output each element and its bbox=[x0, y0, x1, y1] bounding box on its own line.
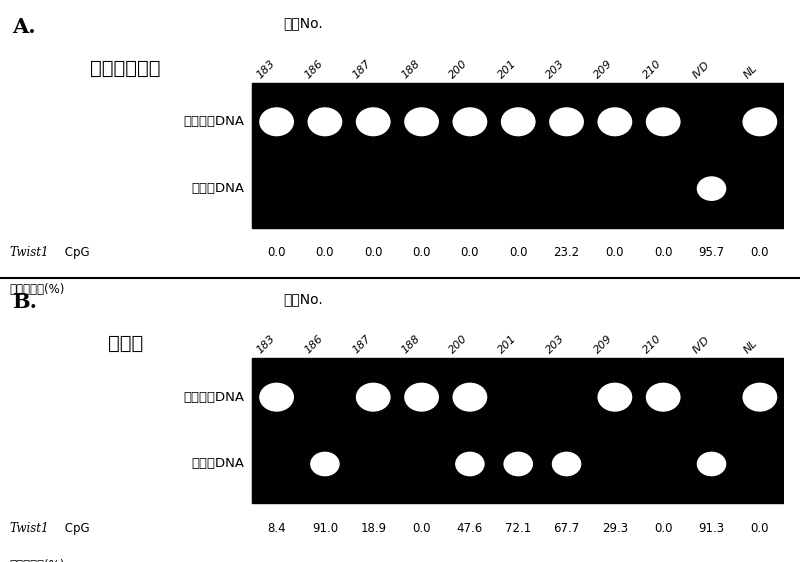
Text: 203: 203 bbox=[544, 58, 566, 80]
Text: A.: A. bbox=[12, 16, 35, 37]
Ellipse shape bbox=[404, 107, 439, 137]
Ellipse shape bbox=[598, 107, 632, 137]
Text: 23.2: 23.2 bbox=[554, 246, 580, 259]
Text: IVD: IVD bbox=[690, 334, 711, 355]
Ellipse shape bbox=[356, 383, 390, 412]
Ellipse shape bbox=[697, 176, 726, 201]
Text: 201: 201 bbox=[496, 58, 518, 80]
Text: 210: 210 bbox=[641, 333, 663, 355]
Text: 正常大肠粘膜: 正常大肠粘膜 bbox=[90, 59, 161, 78]
Text: 8.4: 8.4 bbox=[267, 522, 286, 534]
Ellipse shape bbox=[549, 107, 584, 137]
Text: 0.0: 0.0 bbox=[606, 246, 624, 259]
Text: 186: 186 bbox=[302, 58, 325, 80]
Text: 188: 188 bbox=[399, 58, 422, 80]
Text: 甲基化水平(%): 甲基化水平(%) bbox=[10, 283, 65, 296]
Ellipse shape bbox=[453, 107, 487, 137]
Ellipse shape bbox=[455, 452, 485, 477]
Text: 201: 201 bbox=[496, 333, 518, 355]
Text: 186: 186 bbox=[302, 333, 325, 355]
Text: 209: 209 bbox=[593, 58, 615, 80]
Ellipse shape bbox=[503, 452, 533, 477]
Ellipse shape bbox=[501, 107, 536, 137]
Ellipse shape bbox=[598, 383, 632, 412]
Text: 样品No.: 样品No. bbox=[283, 292, 323, 306]
Text: 大肠癌: 大肠癌 bbox=[108, 334, 143, 353]
Text: 91.0: 91.0 bbox=[312, 522, 338, 534]
Text: 0.0: 0.0 bbox=[461, 246, 479, 259]
Text: 209: 209 bbox=[593, 333, 615, 355]
Ellipse shape bbox=[259, 107, 294, 137]
Text: 95.7: 95.7 bbox=[698, 246, 725, 259]
Text: 甲基化水平(%): 甲基化水平(%) bbox=[10, 559, 65, 562]
Text: 非甲基化DNA: 非甲基化DNA bbox=[184, 391, 245, 404]
Text: Twist1: Twist1 bbox=[10, 246, 49, 259]
Text: 甲基化DNA: 甲基化DNA bbox=[192, 182, 245, 195]
Text: CpG: CpG bbox=[61, 246, 90, 259]
Text: 183: 183 bbox=[254, 333, 277, 355]
Ellipse shape bbox=[742, 383, 778, 412]
Text: 0.0: 0.0 bbox=[509, 246, 527, 259]
Text: CpG: CpG bbox=[61, 522, 90, 534]
Text: 0.0: 0.0 bbox=[316, 246, 334, 259]
Ellipse shape bbox=[742, 107, 778, 137]
Text: 0.0: 0.0 bbox=[654, 522, 673, 534]
Text: 0.0: 0.0 bbox=[654, 246, 673, 259]
Text: 47.6: 47.6 bbox=[457, 522, 483, 534]
Text: 183: 183 bbox=[254, 58, 277, 80]
Ellipse shape bbox=[310, 452, 340, 477]
Text: 187: 187 bbox=[351, 333, 374, 355]
Bar bbox=[253, 358, 784, 503]
Text: 29.3: 29.3 bbox=[602, 522, 628, 534]
Text: 91.3: 91.3 bbox=[698, 522, 725, 534]
Text: 0.0: 0.0 bbox=[750, 246, 769, 259]
Text: IVD: IVD bbox=[690, 59, 711, 80]
Ellipse shape bbox=[356, 107, 390, 137]
Ellipse shape bbox=[552, 452, 582, 477]
Text: 210: 210 bbox=[641, 58, 663, 80]
Text: 样品No.: 样品No. bbox=[283, 16, 323, 30]
Text: 200: 200 bbox=[448, 58, 470, 80]
Text: 18.9: 18.9 bbox=[360, 522, 386, 534]
Text: 203: 203 bbox=[544, 333, 566, 355]
Ellipse shape bbox=[646, 383, 681, 412]
Text: 187: 187 bbox=[351, 58, 374, 80]
Text: 188: 188 bbox=[399, 333, 422, 355]
Text: B.: B. bbox=[12, 292, 37, 312]
Text: 甲基化DNA: 甲基化DNA bbox=[192, 457, 245, 470]
Ellipse shape bbox=[453, 383, 487, 412]
Ellipse shape bbox=[646, 107, 681, 137]
Ellipse shape bbox=[697, 452, 726, 477]
Text: 0.0: 0.0 bbox=[750, 522, 769, 534]
Text: 200: 200 bbox=[448, 333, 470, 355]
Text: 67.7: 67.7 bbox=[554, 522, 580, 534]
Text: 非甲基化DNA: 非甲基化DNA bbox=[184, 115, 245, 128]
Text: Twist1: Twist1 bbox=[10, 522, 49, 534]
Ellipse shape bbox=[404, 383, 439, 412]
Text: 0.0: 0.0 bbox=[412, 246, 431, 259]
Text: 0.0: 0.0 bbox=[267, 246, 286, 259]
Text: NL: NL bbox=[742, 338, 760, 355]
Bar bbox=[253, 83, 784, 228]
Ellipse shape bbox=[259, 383, 294, 412]
Text: NL: NL bbox=[742, 62, 760, 80]
Ellipse shape bbox=[307, 107, 342, 137]
Text: 0.0: 0.0 bbox=[364, 246, 382, 259]
Text: 72.1: 72.1 bbox=[505, 522, 531, 534]
Text: 0.0: 0.0 bbox=[412, 522, 431, 534]
